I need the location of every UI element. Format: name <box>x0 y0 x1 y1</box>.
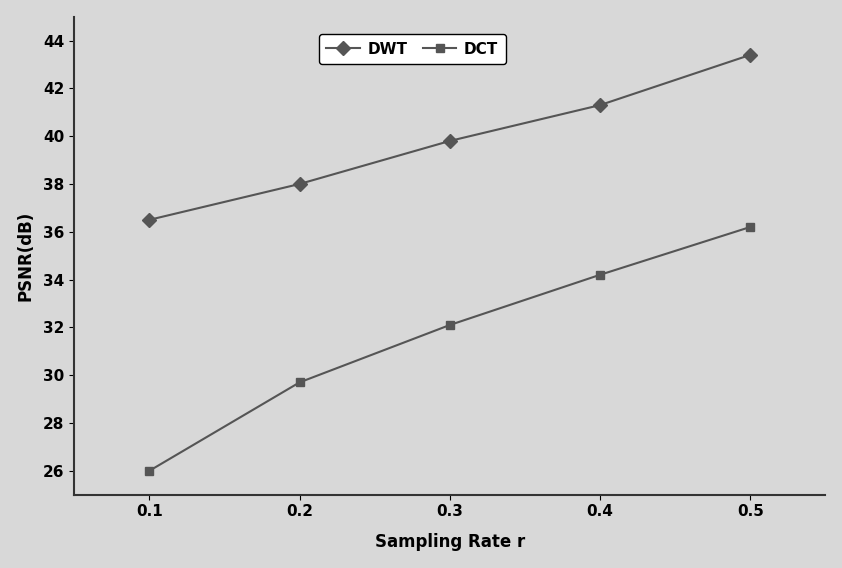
X-axis label: Sampling Rate r: Sampling Rate r <box>375 533 525 552</box>
DCT <box>595 272 605 278</box>
DWT <box>445 137 455 144</box>
DWT <box>295 181 305 187</box>
DCT <box>295 379 305 386</box>
Y-axis label: PSNR(dB): PSNR(dB) <box>17 211 35 301</box>
DWT <box>745 52 755 59</box>
DWT <box>595 102 605 108</box>
DWT <box>144 216 154 223</box>
DCT <box>144 467 154 474</box>
Line: DCT: DCT <box>145 223 754 475</box>
DCT <box>745 224 755 231</box>
Legend: DWT, DCT: DWT, DCT <box>318 34 506 64</box>
DCT <box>445 321 455 328</box>
Line: DWT: DWT <box>145 50 755 225</box>
